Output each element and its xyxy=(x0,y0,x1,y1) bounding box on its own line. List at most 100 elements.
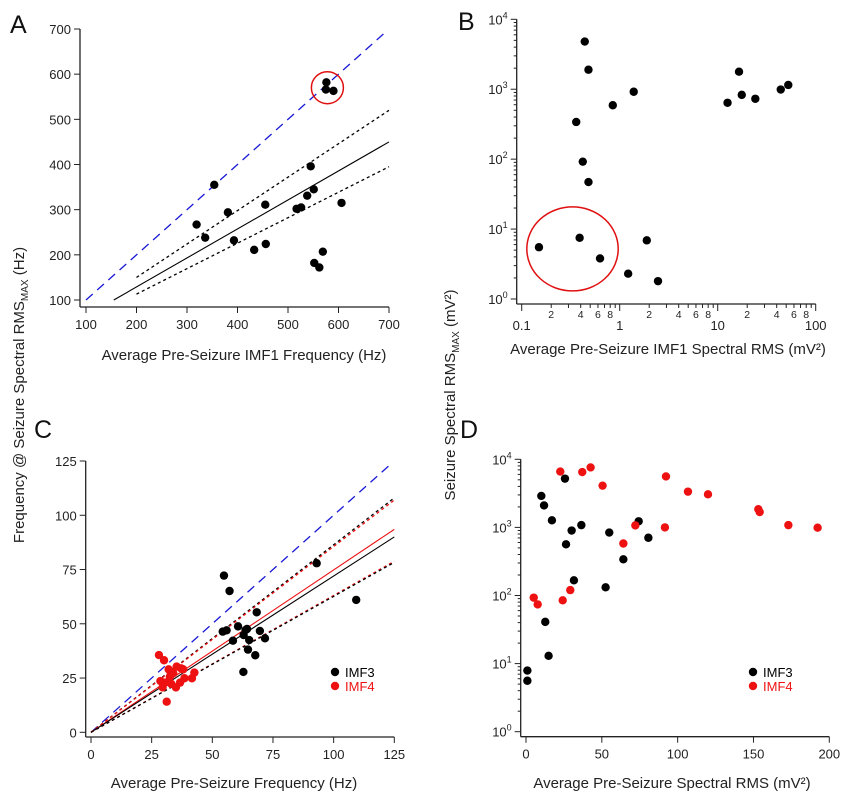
data-point-imf3 xyxy=(255,626,265,636)
y-tick-label: 0 xyxy=(69,725,76,740)
data-point-imf1 xyxy=(751,94,760,103)
data-point-imf4 xyxy=(703,490,713,499)
y-tick-label: 104 xyxy=(492,450,511,467)
y-tick-label: 50 xyxy=(62,617,76,632)
panel-a: A 100 200 300 400 500 600 700 100 200 300 400 500 600… xyxy=(10,11,400,364)
data-point-imf1 xyxy=(329,86,338,96)
data-point-imf4 xyxy=(598,481,607,490)
data-point-imf4 xyxy=(159,656,169,665)
panel-letter: D xyxy=(460,416,478,444)
data-point-imf1 xyxy=(210,180,219,190)
data-point-imf1 xyxy=(723,98,732,107)
y-tick-label: 25 xyxy=(62,671,76,686)
data-point-imf1 xyxy=(776,85,785,94)
data-point-imf1 xyxy=(302,191,312,200)
data-point-imf4 xyxy=(661,472,671,481)
data-point-imf1 xyxy=(734,67,744,76)
data-point-imf3 xyxy=(228,636,238,645)
data-point-imf1 xyxy=(653,276,663,286)
data-point-imf1 xyxy=(261,200,270,209)
data-point-imf4 xyxy=(683,487,693,496)
identity-line xyxy=(90,464,390,733)
y-tick-label: 125 xyxy=(55,454,77,469)
data-point-imf4 xyxy=(165,672,175,681)
data-point-imf3 xyxy=(219,571,229,580)
data-point-imf3 xyxy=(539,501,549,510)
y-tick-label: 104 xyxy=(488,10,507,27)
panel-d: D 0 50 100 150 200 100 101 102 103 104 Average Pre-… xyxy=(460,416,840,792)
data-point-imf3 xyxy=(567,526,576,535)
y-tick-label: 101 xyxy=(492,655,511,672)
x-minor-label: 2 xyxy=(646,309,652,321)
data-point-imf4 xyxy=(586,463,595,472)
data-point-imf3 xyxy=(233,622,243,631)
data-point-imf3 xyxy=(523,676,532,685)
x-axis-label: Average Pre-Seizure Spectral RMS (mV²) xyxy=(533,775,810,792)
data-point-imf1 xyxy=(595,254,605,263)
imf4-ci-upper-line xyxy=(90,499,395,733)
y-tick-label: 102 xyxy=(488,150,507,167)
data-point-imf4 xyxy=(619,539,628,548)
identity-line xyxy=(85,33,385,301)
data-point-imf1 xyxy=(318,247,328,256)
data-point-imf1 xyxy=(321,85,331,94)
data-point-imf4 xyxy=(154,650,164,660)
y-tick-label: 100 xyxy=(55,508,77,523)
data-point-imf3 xyxy=(243,645,253,654)
x-axis-label: Average Pre-Seizure IMF1 Spectral RMS (m… xyxy=(510,341,826,358)
data-point-imf3 xyxy=(523,666,532,675)
highlight-circle xyxy=(310,70,345,105)
ci-upper-line xyxy=(136,109,390,278)
y-tick-label: 200 xyxy=(49,248,71,263)
data-point-imf3 xyxy=(252,608,261,617)
data-point-imf1 xyxy=(584,177,593,187)
x-axis-label: Average Pre-Seizure IMF1 Frequency (Hz) xyxy=(102,347,387,364)
fit-line xyxy=(113,141,390,301)
panel-c: C 0 25 50 75 100 125 0 25 50 75 100 125 Average Pre-S… xyxy=(34,416,405,792)
y-tick-label: 100 xyxy=(488,290,507,307)
data-point-imf3 xyxy=(352,595,361,605)
data-point-imf4 xyxy=(162,697,171,706)
data-point-imf1 xyxy=(572,117,581,127)
data-point-imf1 xyxy=(629,87,638,96)
data-point-imf3 xyxy=(222,626,231,635)
x-tick-label: 200 xyxy=(126,317,148,332)
x-tick-label: 75 xyxy=(266,747,280,762)
legend-marker-imf4 xyxy=(330,681,340,691)
x-minor-label: 6 xyxy=(791,309,797,321)
data-point-imf4 xyxy=(566,585,575,595)
x-minor-label: 8 xyxy=(607,309,613,321)
data-point-imf3 xyxy=(544,651,553,661)
data-point-imf1 xyxy=(223,208,233,217)
ci-lower-line xyxy=(136,166,390,295)
x-tick-label: 200 xyxy=(818,747,840,762)
x-minor-label: 2 xyxy=(744,309,750,321)
x-minor-label: 4 xyxy=(676,309,682,321)
data-point-imf3 xyxy=(245,635,254,645)
y-tick-label: 100 xyxy=(49,293,71,308)
y-tick-label: 75 xyxy=(62,563,76,578)
data-point-imf1 xyxy=(322,78,331,87)
y-tick-label: 700 xyxy=(49,22,71,37)
x-tick-label: 150 xyxy=(743,747,765,762)
x-minor-label: 2 xyxy=(548,309,554,321)
x-tick-label: 125 xyxy=(383,747,405,762)
data-point-imf4 xyxy=(813,523,822,532)
x-minor-label: 8 xyxy=(705,309,711,321)
y-tick-label: 400 xyxy=(49,158,71,173)
x-tick-label: 400 xyxy=(227,317,249,332)
legend-label-imf4: IMF4 xyxy=(763,679,793,694)
data-point-imf4 xyxy=(533,600,542,609)
data-point-imf1 xyxy=(249,245,259,255)
x-tick-label: 600 xyxy=(328,317,350,332)
data-point-imf1 xyxy=(575,233,584,243)
data-point-imf4 xyxy=(180,674,189,683)
data-point-imf3 xyxy=(601,583,610,592)
data-point-imf4 xyxy=(558,596,567,605)
data-point-imf1 xyxy=(642,236,651,245)
x-tick-label: 50 xyxy=(205,747,219,762)
x-tick-label: 0 xyxy=(522,747,529,762)
x-tick-label: 25 xyxy=(144,747,158,762)
